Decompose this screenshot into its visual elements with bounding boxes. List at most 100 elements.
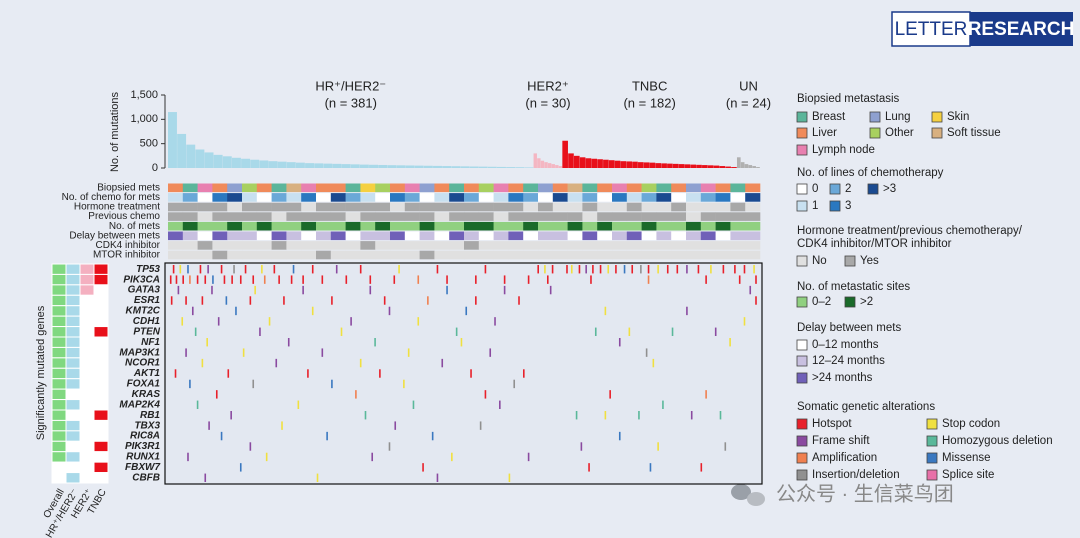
track-cell (227, 212, 243, 221)
significance-cell (51, 263, 67, 275)
significance-cell (93, 305, 109, 317)
bar (740, 162, 745, 168)
matrix-frame (164, 262, 763, 485)
alteration (513, 379, 516, 389)
significance-cell (79, 451, 95, 463)
track-cell (582, 231, 598, 241)
track-cell (493, 250, 509, 260)
track-cell (567, 241, 583, 250)
alteration (594, 327, 597, 336)
header-box (970, 12, 1073, 46)
track-cell (493, 193, 509, 202)
legend-swatch (926, 435, 938, 447)
legend-label: Stop codon (942, 418, 1000, 430)
track-cell (715, 221, 731, 231)
track-cell (360, 231, 376, 241)
track-cell (271, 202, 287, 212)
gene-label: GATA3 (128, 285, 161, 296)
significance-cell (79, 336, 95, 348)
bar (551, 164, 555, 168)
significance-cell (65, 315, 81, 328)
alteration (316, 473, 319, 482)
track-cell (567, 250, 583, 260)
track-cell (464, 183, 480, 193)
track-cell (656, 241, 672, 250)
track-cell (182, 221, 198, 231)
track-cell (745, 231, 761, 241)
gene-label: RUNX1 (126, 452, 160, 463)
significance-cell (65, 409, 81, 421)
track-cell (256, 241, 272, 250)
gene-label: PIK3R1 (125, 441, 160, 452)
track-cell (330, 221, 346, 231)
track-cell (419, 221, 435, 231)
bar (423, 165, 433, 168)
alteration (566, 265, 568, 274)
alteration (194, 327, 197, 336)
track-cell (168, 231, 184, 241)
track-cell (449, 183, 465, 193)
track-cell (686, 183, 702, 193)
y-tick-label: 500 (140, 138, 158, 150)
track-cell (360, 212, 376, 221)
bar (487, 166, 497, 168)
significance-cell (79, 346, 95, 359)
track-cell (493, 202, 509, 212)
alteration (335, 265, 338, 274)
significance-cell (65, 357, 81, 369)
track-cell (404, 221, 420, 231)
track-cell (597, 183, 613, 193)
track-cell (212, 221, 228, 231)
significance-cell (65, 451, 81, 463)
track-cell (242, 231, 258, 241)
track-cell (671, 231, 687, 241)
track-cell (478, 183, 494, 193)
bar (603, 159, 609, 168)
significance-cell (93, 378, 109, 390)
legend-swatch (926, 418, 938, 430)
alteration (618, 338, 621, 347)
bar (405, 165, 415, 168)
track-cell (345, 202, 361, 212)
track-cell (715, 241, 731, 250)
alteration (231, 275, 233, 284)
alteration (607, 265, 610, 274)
alteration (187, 265, 189, 274)
significance-cell (79, 388, 95, 401)
significance-cell (51, 273, 67, 286)
bar (537, 158, 541, 168)
track-cell (671, 183, 687, 193)
bar (573, 155, 580, 168)
alteration (604, 306, 607, 316)
track-cell (641, 202, 657, 212)
track-cell (404, 250, 420, 260)
alteration (201, 296, 204, 305)
track-cell (626, 241, 642, 250)
bar (756, 167, 760, 168)
bar (725, 166, 731, 168)
bar (614, 160, 621, 168)
bar (387, 165, 397, 168)
track-cell (493, 231, 509, 241)
bar (744, 164, 749, 168)
track-cell (286, 193, 302, 202)
bar (433, 165, 442, 168)
track-cell (375, 193, 391, 202)
alteration (518, 296, 520, 305)
alteration (211, 285, 213, 295)
track-cell (449, 193, 465, 202)
track-cell (656, 221, 672, 231)
track-cell (301, 241, 317, 250)
bar (506, 167, 516, 168)
legend-label: Other (885, 127, 914, 139)
track-label: MTOR inhibitor (93, 250, 161, 261)
track-cell (523, 212, 539, 221)
track-cell (330, 183, 346, 193)
track-cell (641, 193, 657, 202)
track-cell (700, 241, 716, 250)
bar (736, 157, 741, 168)
track-cell (641, 241, 657, 250)
legend-label: Yes (860, 255, 879, 267)
alteration (393, 275, 396, 284)
bar (555, 165, 559, 168)
